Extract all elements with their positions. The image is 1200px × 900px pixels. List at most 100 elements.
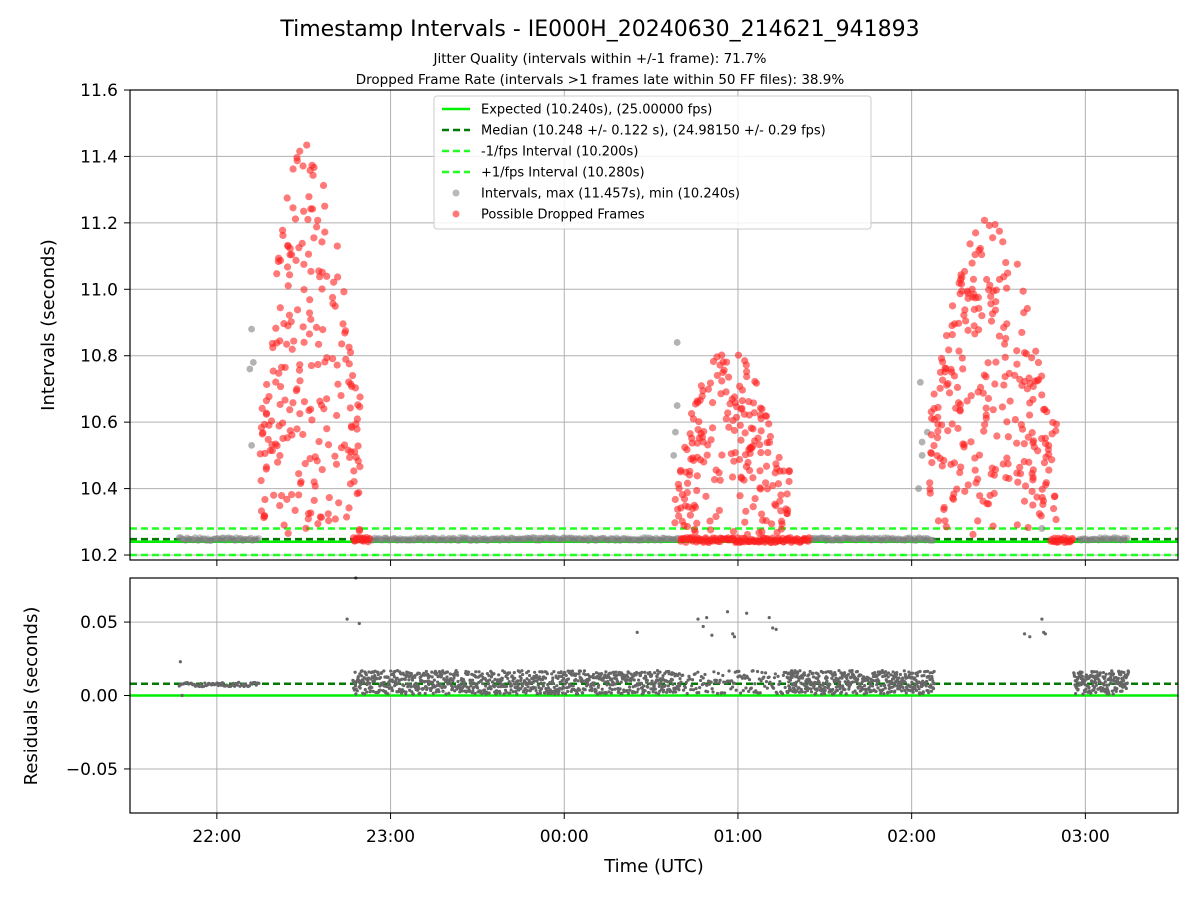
dropped-frame-point	[995, 332, 1003, 340]
residual-point	[1081, 692, 1085, 696]
dropped-frame-point	[708, 398, 717, 407]
dropped-frame-point	[257, 477, 265, 485]
residuals-points	[177, 576, 1131, 698]
residual-point	[527, 673, 532, 678]
residual-point	[434, 671, 439, 675]
dropped-frame-point	[728, 473, 737, 481]
residual-point	[742, 673, 746, 677]
residual-point	[1074, 691, 1078, 696]
residual-point	[599, 672, 604, 676]
interval-outlier-point	[1038, 525, 1046, 532]
residual-point	[469, 681, 474, 685]
residual-point	[856, 686, 860, 690]
residuals-x-ticks: 22:00 23:00 00:00 01:00 02:00 03:00	[192, 813, 1110, 847]
residual-point	[1080, 674, 1084, 679]
dropped-frame-point	[1026, 379, 1034, 388]
residual-point	[693, 672, 697, 676]
residuals-x-tick-label: 02:00	[887, 827, 936, 847]
dropped-frame-point	[735, 455, 744, 464]
residual-point	[727, 669, 731, 673]
dropped-frame-point	[267, 417, 276, 425]
residual-point	[460, 689, 464, 693]
intervals-points	[175, 141, 1131, 547]
dropped-frame-point	[1000, 340, 1009, 348]
dropped-frame-point	[999, 460, 1007, 468]
residual-point	[613, 682, 617, 686]
dropped-frame-point	[1029, 395, 1037, 404]
dropped-frame-point	[955, 347, 963, 355]
residual-point	[631, 674, 636, 678]
dropped-frame-point	[338, 340, 346, 348]
residual-point	[487, 691, 491, 695]
dropped-frame-point	[708, 424, 717, 432]
residual-point	[778, 680, 782, 684]
dropped-frame-point	[1028, 354, 1036, 362]
dropped-frame-point	[283, 194, 291, 202]
dropped-frame-point	[972, 479, 980, 487]
dropped-frame-point	[300, 338, 308, 346]
dropped-frame-point	[318, 465, 326, 474]
dropped-frame-point	[1023, 304, 1031, 313]
residual-point	[755, 669, 760, 674]
legend: Expected (10.240s), (25.00000 fps) Media…	[433, 95, 872, 230]
residual-point	[794, 684, 798, 688]
dropped-frame-point	[287, 490, 296, 499]
residual-point	[358, 682, 363, 687]
residual-point	[732, 681, 736, 685]
dropped-frame-point	[738, 474, 746, 482]
dropped-frame-point	[950, 459, 959, 467]
residual-point	[578, 688, 582, 692]
residual-outlier-point	[180, 693, 184, 698]
dropped-frame-point	[937, 354, 946, 363]
dropped-frame-point	[957, 463, 965, 471]
residual-point	[1111, 672, 1116, 676]
residual-point	[441, 669, 445, 673]
residual-point	[639, 681, 643, 685]
residual-point	[831, 687, 835, 692]
dropped-frame-point	[1000, 273, 1008, 281]
residual-point	[790, 683, 795, 687]
residual-point	[666, 684, 671, 688]
residual-point	[916, 684, 920, 689]
residual-point	[432, 678, 436, 682]
intervals-y-tick-label: 10.4	[80, 480, 118, 500]
dropped-frame-point	[716, 476, 724, 484]
residual-point	[1104, 672, 1108, 676]
dropped-frame-point	[307, 315, 315, 323]
residual-point	[637, 678, 641, 682]
dropped-frame-point	[263, 380, 271, 389]
dropped-frame-point	[751, 494, 759, 503]
dropped-frame-point	[1021, 348, 1029, 357]
dropped-frame-point	[345, 378, 353, 386]
intervals-y-tick-label: 11.0	[80, 280, 118, 300]
dropped-frame-point	[718, 451, 726, 459]
residual-point	[636, 687, 640, 691]
dropped-frame-point	[286, 244, 294, 252]
dropped-frame-point	[1029, 476, 1037, 484]
dropped-frame-point	[284, 282, 292, 290]
residual-point	[860, 680, 864, 684]
dropped-frame-point	[989, 406, 997, 414]
residual-point	[655, 669, 660, 673]
dropped-frame-point	[262, 409, 271, 417]
dropped-frame-point	[1019, 287, 1027, 295]
dropped-frame-point	[272, 378, 280, 386]
dropped-frame-point	[989, 234, 997, 242]
residual-point	[662, 688, 666, 692]
residual-point	[604, 670, 608, 674]
residual-point	[647, 691, 651, 695]
residual-point	[632, 678, 636, 682]
dropped-frame-point	[938, 462, 946, 470]
residual-point	[759, 679, 763, 683]
dropped-frame-point	[296, 147, 304, 155]
residual-point	[731, 685, 735, 689]
residual-point	[430, 670, 434, 674]
residual-point	[464, 669, 468, 674]
residual-point	[215, 681, 219, 685]
residual-point	[480, 672, 484, 676]
residual-point	[418, 691, 422, 695]
residual-point	[921, 690, 925, 694]
residual-point	[571, 684, 575, 688]
dropped-frame-point	[983, 499, 991, 508]
dropped-frame-point	[759, 516, 767, 524]
